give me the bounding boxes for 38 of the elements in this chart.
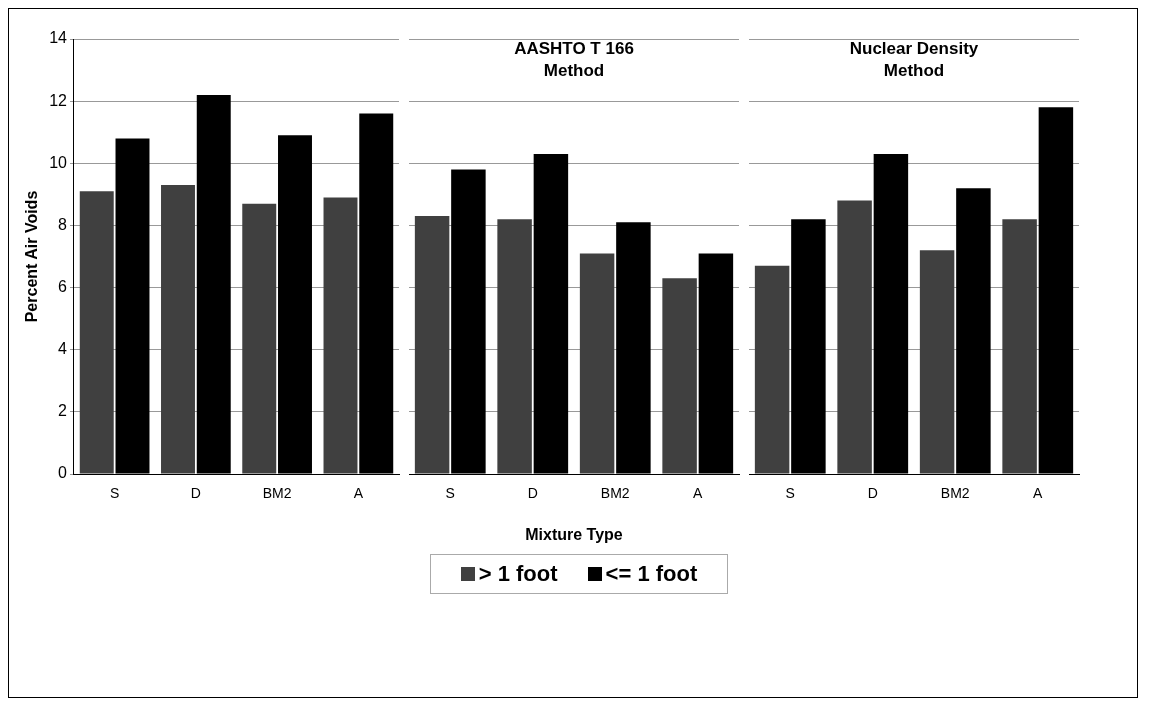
- x-tick-label: BM2: [600, 485, 630, 502]
- x-tick-label: S: [109, 485, 120, 502]
- text: Nuclear Density Method: [849, 39, 979, 81]
- x-tick-label: BM2: [262, 485, 292, 502]
- y-tick-label: 14: [49, 29, 68, 47]
- bar: [1002, 219, 1037, 474]
- x-tick-label: S: [445, 485, 455, 502]
- bar: [579, 253, 615, 474]
- bar: [754, 265, 790, 474]
- bar: [79, 191, 114, 474]
- bar: [323, 197, 358, 474]
- bar: [919, 250, 955, 474]
- y-tick-label: 4: [58, 340, 68, 358]
- x-tick-label: S: [785, 485, 795, 502]
- x-axis-title: Mixture Type: [525, 525, 623, 543]
- y-tick-label: 10: [49, 153, 68, 171]
- x-tick-label: A: [693, 485, 704, 502]
- legend-label: > 1 foot: [478, 561, 558, 587]
- bar: [497, 219, 532, 474]
- x-tick-label: A: [353, 485, 364, 502]
- y-tick-label: 12: [49, 91, 68, 109]
- bar: [161, 185, 195, 474]
- x-tick-label: BM2: [940, 485, 970, 502]
- text: AASHTO T 166 Method: [514, 39, 634, 81]
- x-tick-label: D: [867, 485, 878, 502]
- x-tick-label: A: [1033, 485, 1044, 502]
- y-tick-label: 0: [58, 464, 68, 482]
- y-tick-label: 6: [58, 277, 68, 295]
- y-axis-title: Percent Air Voids: [23, 190, 41, 323]
- y-tick-label: 8: [58, 215, 68, 233]
- y-tick-label: 2: [58, 402, 68, 420]
- bar: [837, 200, 872, 474]
- x-tick-label: D: [527, 485, 538, 502]
- legend-label: <= 1 foot: [605, 561, 698, 587]
- bar: [662, 278, 697, 474]
- bar: [414, 216, 450, 474]
- bar: [242, 203, 277, 474]
- x-tick-label: D: [190, 485, 201, 502]
